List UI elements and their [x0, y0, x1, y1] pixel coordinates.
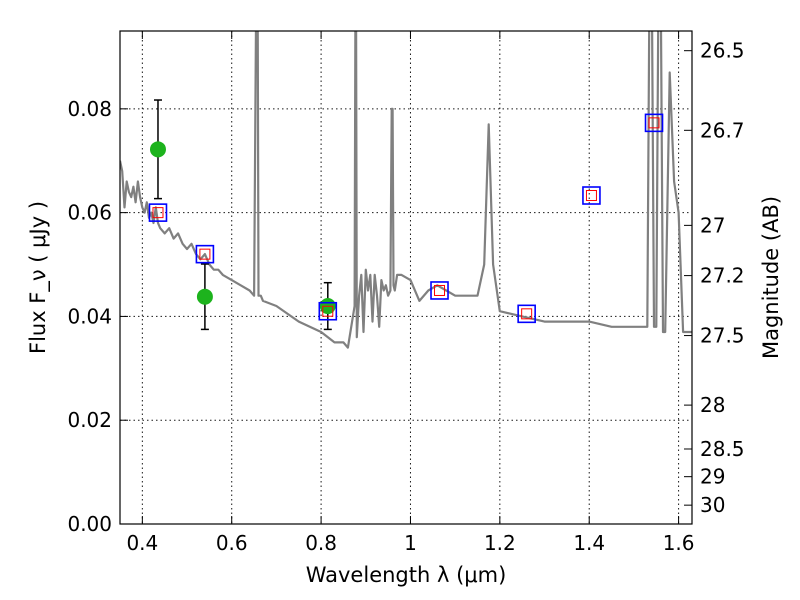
y2-tick-label: 26.7 — [700, 118, 745, 142]
observed-flux-point — [149, 141, 166, 158]
model-flux-inner-square — [648, 117, 660, 129]
model-flux-inner-square — [199, 248, 211, 260]
x-tick-label: 0.8 — [305, 531, 337, 555]
model-flux-inner-square — [585, 190, 597, 202]
y2-tick-label: 27 — [700, 213, 725, 237]
model-flux-inner-square — [521, 308, 533, 320]
y-axis-label: Flux F_ν ( μJy ) — [26, 201, 51, 354]
x-axis-label: Wavelength λ (μm) — [306, 563, 507, 587]
x-tick-label: 0.6 — [216, 531, 248, 555]
y2-tick-label: 29 — [700, 465, 725, 489]
plot-frame — [119, 30, 693, 525]
plot-area — [120, 31, 692, 349]
x-tick-label: 0.4 — [126, 531, 158, 555]
model-flux-square — [148, 203, 168, 222]
model-flux-inner-square — [152, 207, 164, 219]
x-tick-label: 1.2 — [484, 531, 516, 555]
x-tick-label: 1 — [404, 531, 417, 555]
model-flux-square — [318, 301, 338, 321]
y2-tick-label: 27.2 — [700, 264, 745, 288]
model-flux-square — [644, 113, 664, 133]
model-flux-inner-square — [434, 284, 446, 296]
sed-line — [120, 31, 692, 349]
y2-tick-label: 28 — [700, 393, 725, 417]
x-tick-label: 1.6 — [663, 531, 695, 555]
ticks — [120, 31, 692, 525]
model-flux-inner-square — [322, 305, 334, 317]
y2-tick-label: 30 — [700, 493, 725, 517]
y2-tick-label: 27.5 — [700, 324, 745, 348]
model-flux-square — [517, 304, 536, 324]
y2-tick-label: 28.5 — [700, 437, 745, 461]
y-tick-label: 0.00 — [67, 512, 112, 536]
y2-axis-label: Magnitude (AB) — [759, 196, 783, 359]
x-tick-label: 1.4 — [573, 531, 605, 555]
y-tick-label: 0.08 — [67, 97, 112, 121]
y-tick-label: 0.04 — [67, 304, 112, 328]
y-tick-label: 0.06 — [67, 201, 112, 225]
y2-tick-label: 26.5 — [700, 39, 745, 63]
grid — [120, 31, 692, 524]
observed-flux-point — [196, 288, 213, 305]
model-flux-square — [582, 186, 601, 205]
model-flux-square — [430, 281, 449, 300]
y-tick-label: 0.02 — [67, 408, 112, 432]
model-flux-square — [195, 244, 215, 264]
